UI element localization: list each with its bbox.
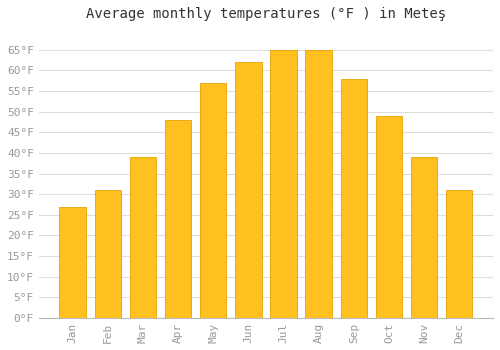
Bar	[411, 157, 438, 318]
Bar	[235, 62, 262, 318]
Bar	[200, 83, 226, 318]
Bar	[306, 50, 332, 318]
Bar	[94, 190, 121, 318]
Bar	[446, 190, 472, 318]
Bar	[340, 79, 367, 318]
Bar	[130, 157, 156, 318]
Bar	[165, 120, 191, 318]
Bar	[60, 206, 86, 318]
Bar	[376, 116, 402, 318]
Title: Average monthly temperatures (°F ) in Meteş: Average monthly temperatures (°F ) in Me…	[86, 7, 446, 21]
Bar	[270, 50, 296, 318]
